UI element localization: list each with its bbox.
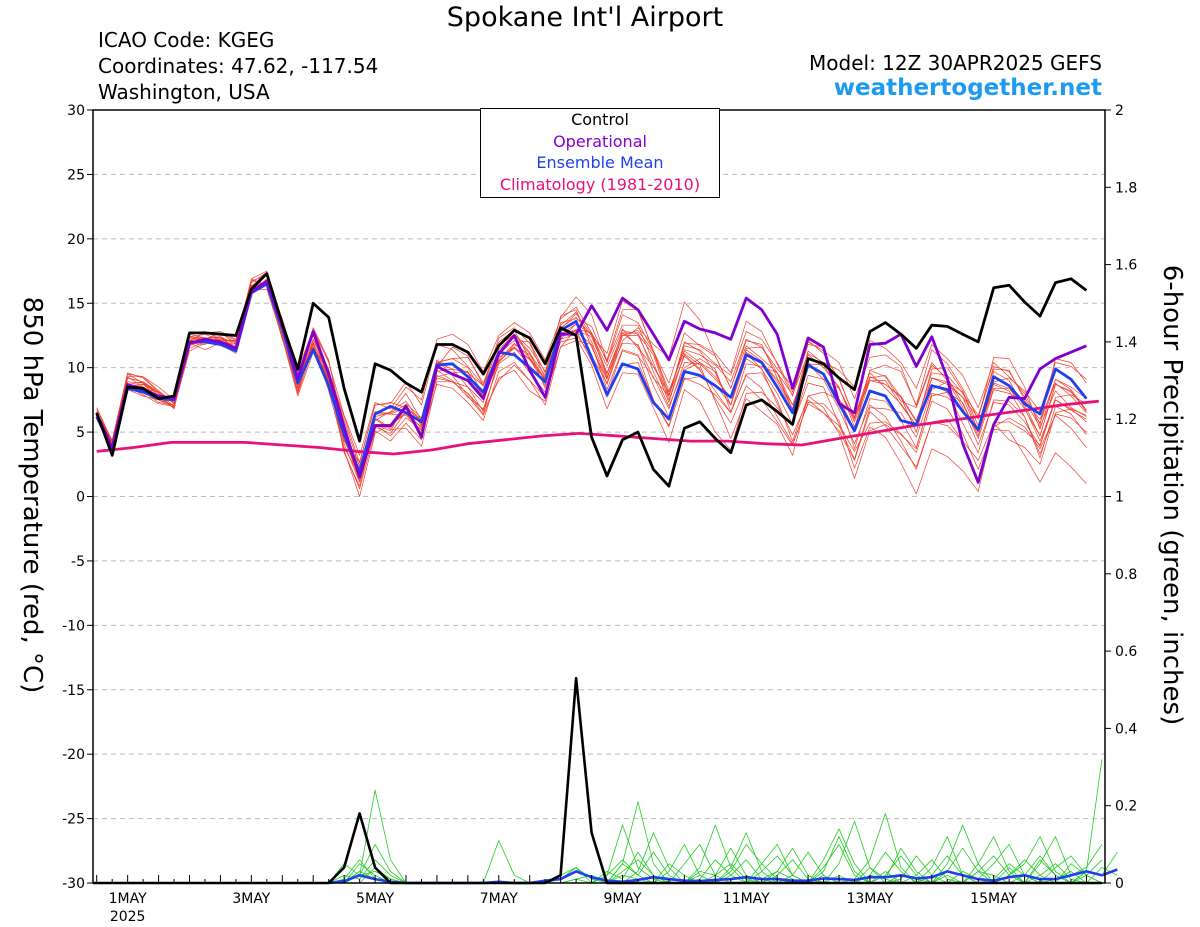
precipitation-layer [93, 676, 1118, 885]
y2-tick-label: 1.4 [1115, 335, 1137, 351]
control-line [95, 272, 1088, 488]
y-tick-label: -15 [62, 683, 85, 699]
legend-operational: Operational [553, 131, 647, 151]
model-run: Model: 12Z 30APR2025 GEFS [809, 51, 1102, 75]
y-tick-label: 5 [76, 425, 85, 441]
y2-tick-label: 0.6 [1115, 644, 1137, 660]
y-tick-label: -30 [62, 876, 85, 892]
y2-tick-label: 0.8 [1115, 567, 1137, 583]
gridlines [93, 173, 1105, 820]
y-tick-label: 10 [67, 361, 85, 377]
y-tick-label: -10 [62, 618, 85, 634]
climatology-line [96, 399, 1099, 456]
x-tick-sublabel: 2025 [110, 909, 146, 925]
y2-tick-label: 1 [1115, 490, 1124, 506]
legend: Control Operational Ensemble Mean Climat… [480, 108, 720, 198]
y-tick-label: 20 [67, 232, 85, 248]
precip-member-line [328, 828, 1118, 884]
y2-tick-label: 0.4 [1115, 721, 1137, 737]
y2-tick-label: 0 [1115, 876, 1124, 892]
precip-member-line [328, 789, 1102, 884]
legend-control: Control [571, 110, 629, 129]
y2-tick-label: 0.2 [1115, 799, 1137, 815]
legend-climatology: Climatology (1981-2010) [499, 174, 701, 194]
x-tick-label: 1MAY [109, 891, 147, 907]
temperature-layer [95, 270, 1099, 497]
y-tick-label: 15 [67, 296, 85, 312]
x-tick-label: 9MAY [603, 891, 641, 907]
temp-member-line [96, 270, 1087, 477]
operational-line [95, 279, 1087, 484]
y-tick-label: -5 [71, 554, 85, 570]
x-tick-label: 13MAY [846, 891, 893, 907]
y2-tick-label: 1.6 [1115, 258, 1137, 274]
x-tick-label: 15MAY [970, 891, 1017, 907]
precip-member-line [328, 759, 1103, 884]
y-tick-label: 25 [67, 167, 85, 183]
y-tick-label: -25 [62, 812, 85, 828]
y-tick-label: 30 [67, 103, 85, 119]
precip-member-line [328, 824, 1103, 884]
temp-member-line [96, 271, 1087, 483]
site-link[interactable]: weathertogether.net [833, 75, 1102, 101]
x-tick-label: 11MAY [723, 891, 770, 907]
ensemble-mean-line [95, 282, 1088, 474]
precip-member-line [328, 801, 1118, 884]
chart-title: Spokane Int'l Airport [446, 2, 724, 33]
legend-ensemble-mean: Ensemble Mean [536, 153, 664, 172]
x-tick-label: 7MAY [480, 891, 518, 907]
y2-tick-label: 1.2 [1115, 412, 1137, 428]
x-tick-label: 5MAY [356, 891, 394, 907]
precip-member-line [328, 824, 1103, 884]
precip-control-line [327, 676, 1102, 885]
y-tick-label: -20 [62, 747, 85, 763]
y2-tick-label: 2 [1115, 103, 1124, 119]
axes: 302520151050-5-10-15-20-25-3021.81.61.41… [62, 103, 1137, 925]
x-tick-label: 3MAY [232, 891, 270, 907]
precip-ensemble-mean-line [328, 868, 1118, 885]
y2-tick-label: 1.8 [1115, 180, 1137, 196]
icao-code: ICAO Code: KGEG [98, 28, 275, 52]
coordinates: Coordinates: 47.62, -117.54 [98, 54, 379, 78]
location: Washington, USA [98, 80, 270, 104]
y-tick-label: 0 [76, 490, 85, 506]
